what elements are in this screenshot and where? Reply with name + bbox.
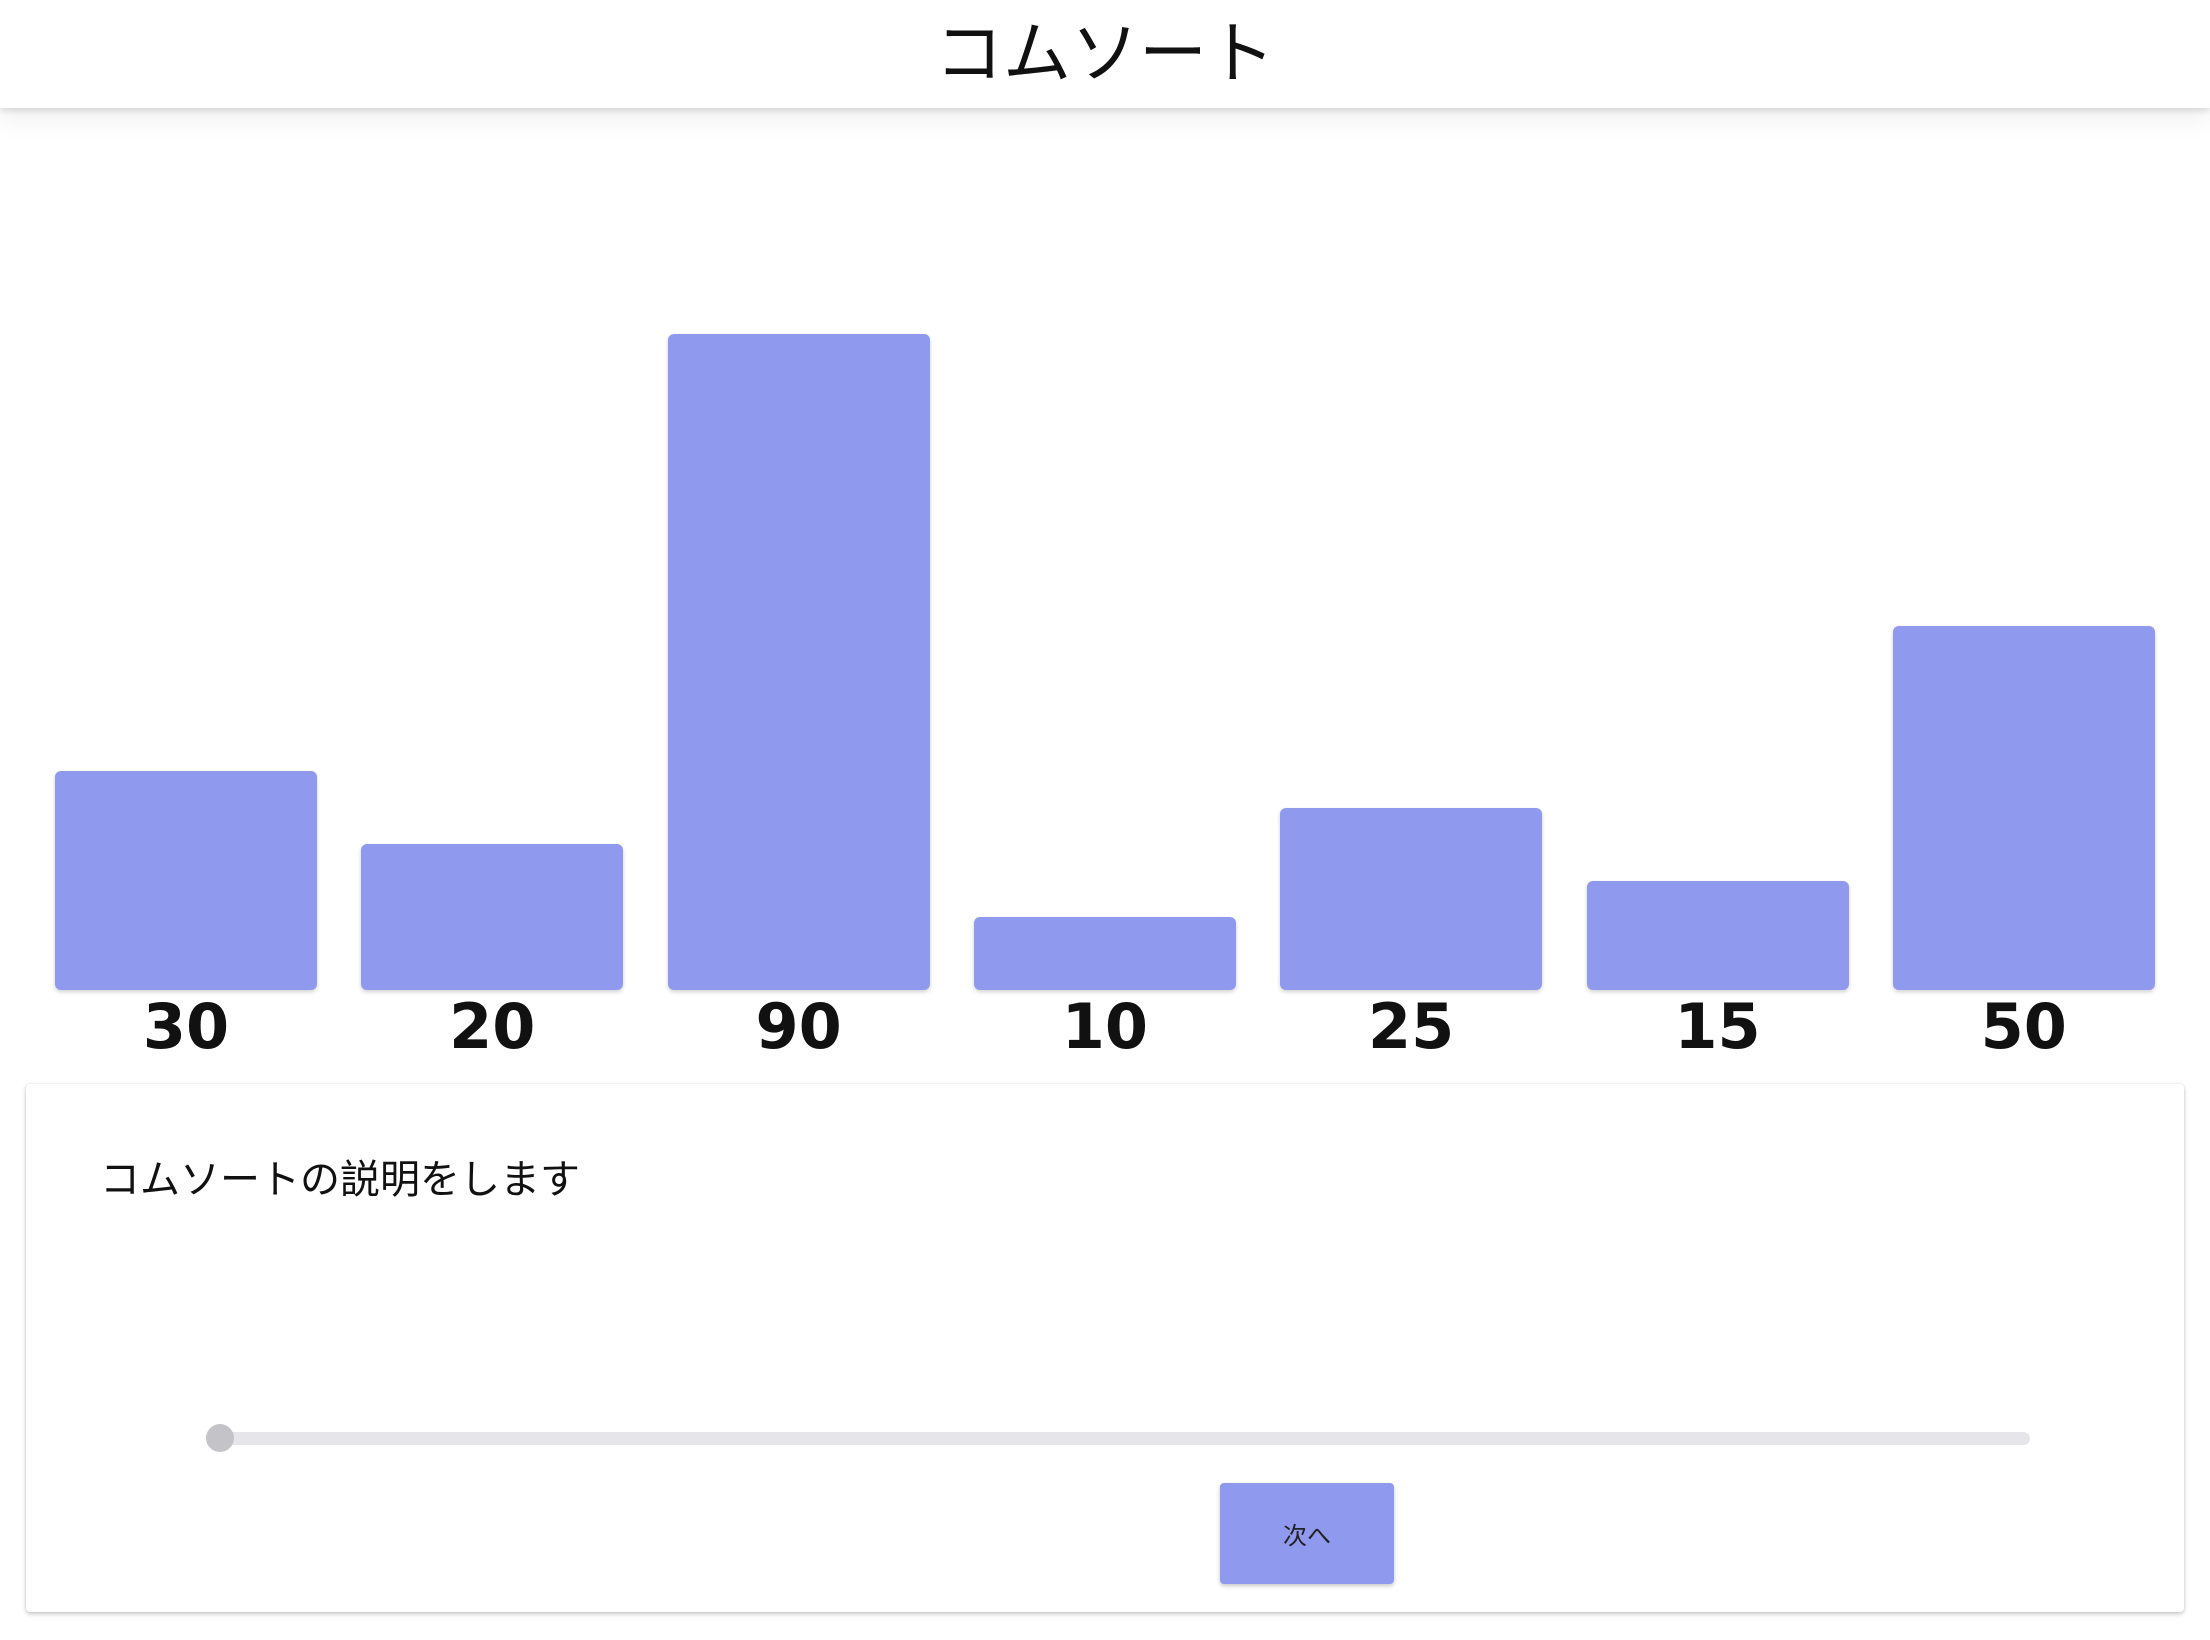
bar — [1280, 807, 1543, 990]
bar-value-label: 10 — [1061, 990, 1149, 1063]
bar-value-label: 90 — [755, 990, 842, 1063]
page-title: コムソート — [934, 15, 1275, 94]
bar — [361, 844, 624, 990]
bar — [1586, 880, 1849, 990]
bar-chart: 30 20 90 10 25 15 50 — [0, 108, 2210, 1068]
bar-value-label: 50 — [1980, 990, 2067, 1063]
description-text: コムソートの説明をします — [100, 1157, 580, 1203]
step-slider[interactable] — [206, 1424, 2030, 1452]
slider-thumb[interactable] — [206, 1424, 234, 1452]
bar — [667, 334, 930, 990]
explanation-card: コムソートの説明をします 次へ — [26, 1084, 2184, 1612]
next-button[interactable]: 次へ — [1220, 1483, 1394, 1584]
bar-value-label: 20 — [449, 990, 536, 1063]
bar — [973, 917, 1236, 990]
bar — [1892, 625, 2155, 990]
bar-value-label: 15 — [1674, 990, 1761, 1063]
bar-value-label: 30 — [142, 990, 230, 1063]
app-header: コムソート — [0, 0, 2210, 108]
bar — [55, 771, 317, 990]
bar-value-label: 25 — [1368, 990, 1455, 1063]
